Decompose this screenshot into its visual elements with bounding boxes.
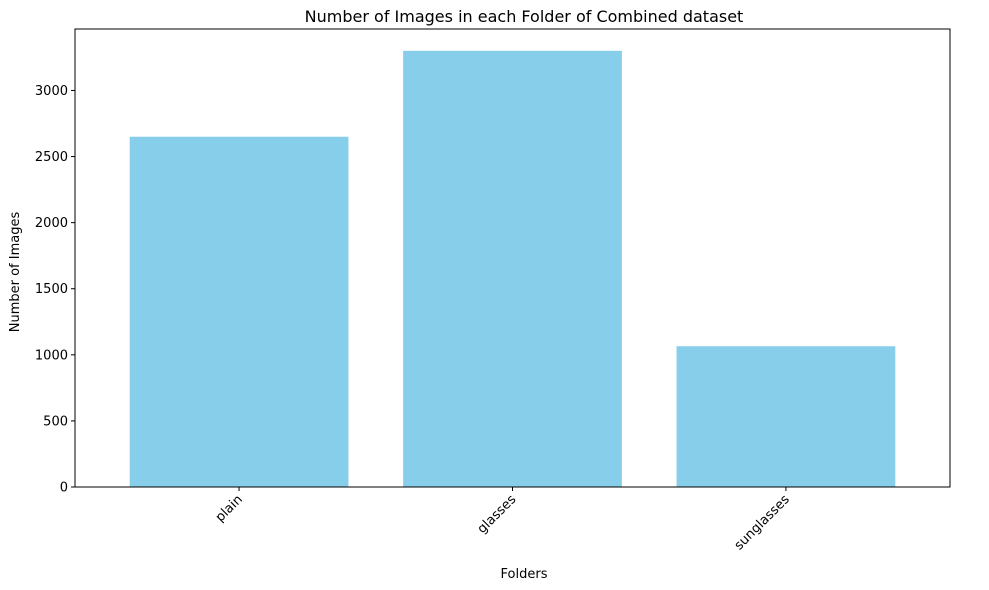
y-tick-label: 0 xyxy=(60,481,68,496)
y-tick-label: 1500 xyxy=(35,282,68,297)
plot-frame xyxy=(74,28,951,488)
chart-title: Number of Images in each Folder of Combi… xyxy=(305,7,744,26)
y-tick-label: 2500 xyxy=(35,150,68,165)
bars xyxy=(129,50,896,488)
bar-glasses xyxy=(403,50,622,488)
y-axis-ticks: 0 500 1000 1500 2000 2500 3000 xyxy=(35,84,75,496)
bar-plain xyxy=(129,136,349,487)
y-tick-label: 2000 xyxy=(35,216,68,231)
y-tick-label: 500 xyxy=(43,414,68,429)
x-axis-label: Folders xyxy=(501,567,548,582)
bar-sunglasses xyxy=(676,346,896,487)
y-tick-label: 3000 xyxy=(35,84,68,99)
y-tick-label: 1000 xyxy=(35,348,68,363)
y-axis-label: Number of Images xyxy=(8,212,23,333)
